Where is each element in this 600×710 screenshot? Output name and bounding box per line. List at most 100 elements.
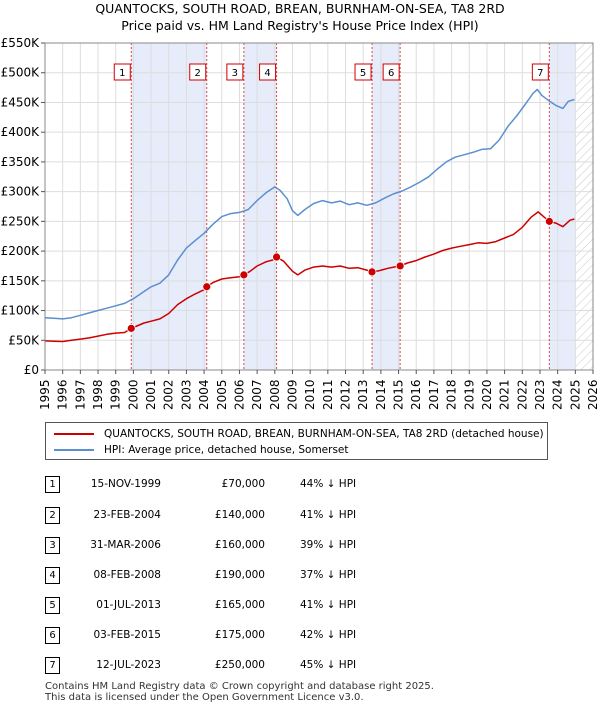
table-row: 2 23-FEB-2004 £140,000 41% ↓ HPI: [0, 507, 600, 527]
x-tick-label: 2002: [162, 379, 176, 410]
x-tick-label: 2021: [498, 379, 512, 410]
table-row: 7 12-JUL-2023 £250,000 45% ↓ HPI: [0, 657, 600, 677]
x-tick-label: 1995: [38, 379, 52, 410]
x-tick-label: 2008: [268, 379, 282, 410]
x-tick-label: 2000: [126, 379, 140, 410]
sale-hpi-diff: 41% ↓ HPI: [300, 509, 357, 521]
sale-marker-label: 5: [360, 68, 366, 79]
sale-marker-box: [354, 63, 372, 81]
plot-frame: [44, 42, 594, 371]
legend-item-hpi: HPI: Average price, detached house, Some…: [54, 442, 349, 458]
sale-number-badge: 4: [45, 567, 60, 584]
footer-line-2: This data is licensed under the Open Gov…: [45, 692, 364, 703]
sale-marker-label: 7: [537, 68, 543, 79]
y-tick-label: £250K: [1, 214, 41, 228]
x-tick-label: 2022: [515, 379, 529, 410]
sale-marker-box: [226, 63, 244, 81]
x-tick-label: 2003: [179, 379, 193, 410]
sale-number-badge: 7: [45, 657, 60, 674]
sale-price: £175,000: [214, 629, 265, 641]
legend-swatch-hpi: [54, 449, 94, 451]
sale-marker-box: [531, 63, 549, 81]
sale-price: £140,000: [214, 509, 265, 521]
sale-point: [272, 252, 281, 262]
sale-price: £160,000: [214, 539, 265, 551]
sale-hpi-diff: 45% ↓ HPI: [300, 659, 357, 671]
sale-number-badge: 1: [45, 476, 60, 493]
table-row: 3 31-MAR-2006 £160,000 39% ↓ HPI: [0, 537, 600, 557]
y-tick-label: £200K: [1, 244, 41, 258]
sale-number-badge: 2: [45, 507, 60, 524]
y-tick-label: £100K: [1, 304, 41, 318]
legend-item-property: QUANTOCKS, SOUTH ROAD, BREAN, BURNHAM-ON…: [54, 426, 544, 442]
sale-hpi-diff: 42% ↓ HPI: [300, 629, 357, 641]
sale-price: £165,000: [214, 599, 265, 611]
x-tick-label: 2017: [427, 379, 441, 410]
sale-marker-box: [382, 63, 400, 81]
sale-marker-box: [113, 63, 131, 81]
future-hatch: [575, 43, 593, 370]
chart-title: QUANTOCKS, SOUTH ROAD, BREAN, BURNHAM-ON…: [0, 0, 600, 34]
sale-point: [126, 323, 136, 333]
footer-attribution: Contains HM Land Registry data © Crown c…: [45, 681, 434, 703]
x-tick-label: 2026: [586, 379, 600, 410]
y-tick-label: £150K: [1, 274, 41, 288]
x-tick-label: 2024: [551, 379, 565, 410]
x-tick-label: 2009: [285, 379, 299, 410]
y-tick-label: £350K: [1, 155, 41, 169]
x-tick-label: 1996: [56, 379, 70, 410]
table-row: 5 01-JUL-2013 £165,000 41% ↓ HPI: [0, 597, 600, 617]
plot-area: [45, 43, 593, 370]
sale-hpi-diff: 41% ↓ HPI: [300, 599, 357, 611]
sale-date: 31-MAR-2006: [90, 539, 161, 551]
sale-hpi-diff: 44% ↓ HPI: [300, 478, 357, 490]
sale-point: [239, 270, 249, 280]
x-tick-label: 2012: [339, 379, 353, 410]
x-tick-label: 2011: [321, 379, 335, 410]
x-tick-label: 2023: [533, 379, 547, 410]
x-tick-label: 2006: [232, 379, 246, 410]
y-tick-label: £500K: [1, 66, 41, 80]
sale-point: [395, 261, 405, 271]
sale-date: 03-FEB-2015: [93, 629, 161, 641]
series-line: [44, 88, 575, 320]
sale-marker-box: [259, 63, 277, 81]
sale-date: 01-JUL-2013: [96, 599, 161, 611]
sale-date: 15-NOV-1999: [90, 478, 161, 490]
x-tick-label: 2019: [462, 379, 476, 410]
x-tick-label: 1997: [73, 379, 87, 410]
x-tick-label: 2016: [409, 379, 423, 410]
sale-hpi-diff: 37% ↓ HPI: [300, 569, 357, 581]
price-chart: 1 2 3 4 5 6 7 £0 £50K £100K £150K £200K £250K £300K £3…: [1, 36, 600, 410]
x-tick-label: 2007: [250, 379, 264, 410]
table-row: 1 15-NOV-1999 £70,000 44% ↓ HPI: [0, 476, 600, 496]
sale-date: 23-FEB-2004: [93, 509, 161, 521]
sale-point: [544, 216, 554, 226]
sale-number-badge: 6: [45, 627, 60, 644]
sale-number-badge: 3: [45, 537, 60, 554]
sale-number-badge: 5: [45, 597, 60, 614]
sale-date: 12-JUL-2023: [96, 659, 161, 671]
x-tick-label: 2025: [568, 379, 582, 410]
sale-hpi-diff: 39% ↓ HPI: [300, 539, 357, 551]
sale-date: 08-FEB-2008: [93, 569, 161, 581]
x-tick-label: 2018: [445, 379, 459, 410]
sale-marker-label: 3: [232, 68, 238, 79]
sale-price: £190,000: [214, 569, 265, 581]
y-tick-label: £300K: [1, 185, 41, 199]
x-tick-label: 2020: [480, 379, 494, 410]
legend-swatch-property: [54, 433, 94, 435]
sale-price: £250,000: [214, 659, 265, 671]
y-tick-label: £400K: [1, 125, 41, 139]
sale-marker-label: 4: [264, 68, 270, 79]
x-tick-label: 2001: [144, 379, 158, 410]
sale-marker-label: 1: [119, 68, 125, 79]
x-tick-label: 1998: [91, 379, 105, 410]
legend-label-property: QUANTOCKS, SOUTH ROAD, BREAN, BURNHAM-ON…: [104, 428, 544, 440]
sale-point: [202, 282, 212, 292]
table-row: 6 03-FEB-2015 £175,000 42% ↓ HPI: [0, 627, 600, 647]
y-tick-label: £550K: [1, 36, 41, 50]
title-line-2: Price paid vs. HM Land Registry's House …: [121, 18, 479, 33]
chart-legend: QUANTOCKS, SOUTH ROAD, BREAN, BURNHAM-ON…: [45, 422, 548, 460]
x-tick-label: 2013: [356, 379, 370, 410]
